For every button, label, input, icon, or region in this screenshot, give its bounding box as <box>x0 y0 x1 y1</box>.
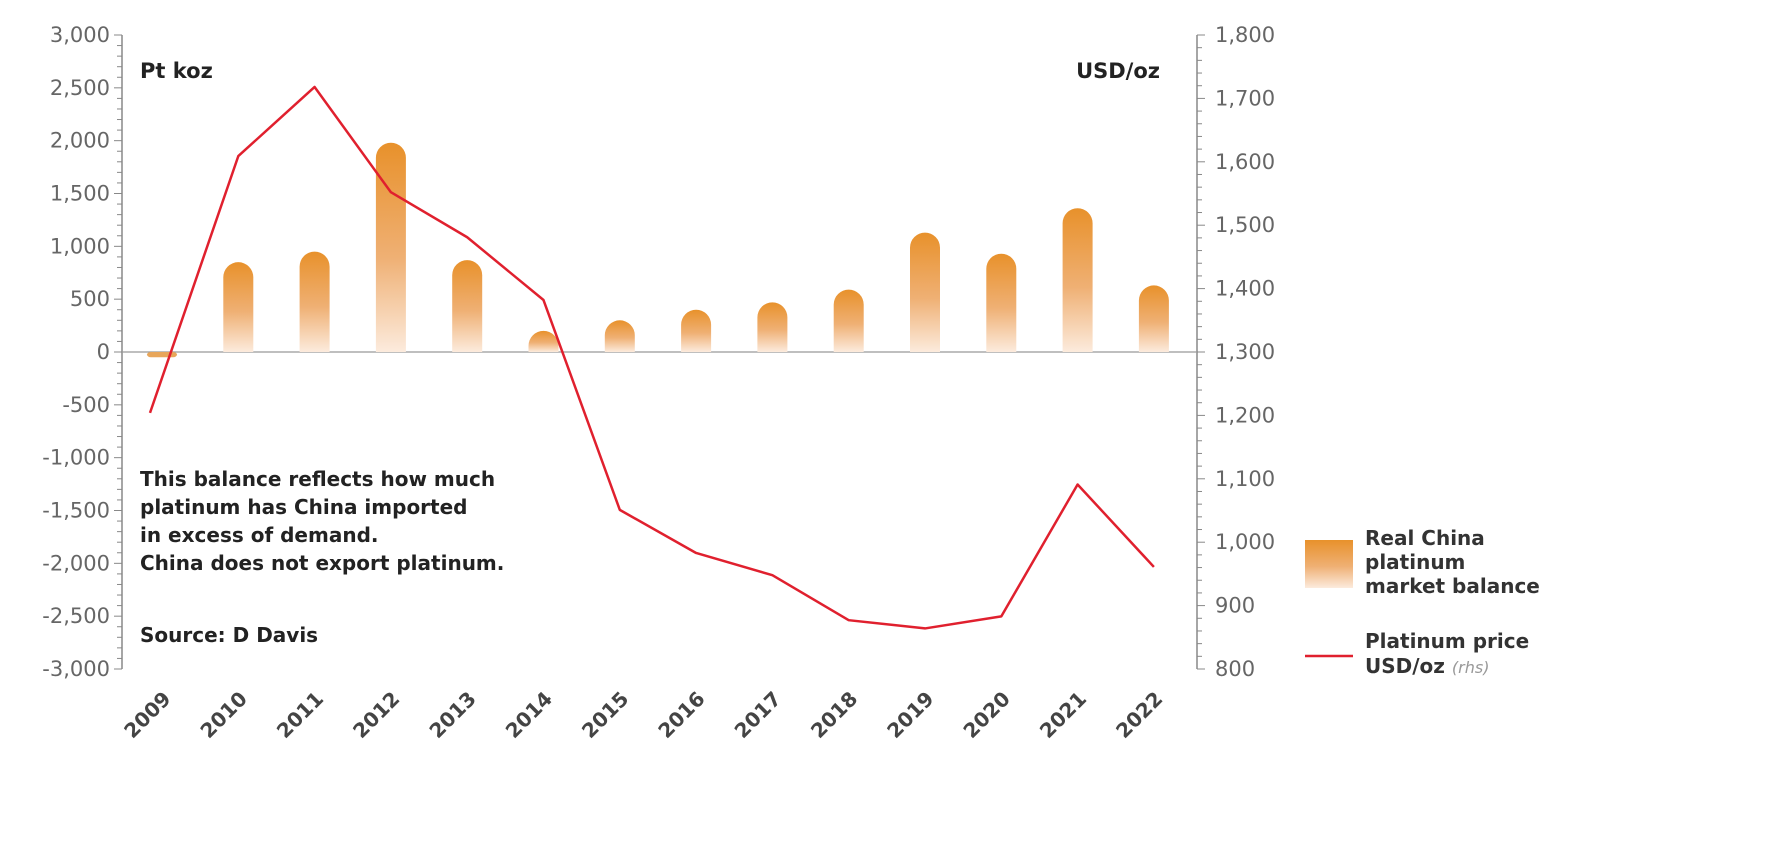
legend: Real China platinum market balance Plati… <box>1305 526 1540 678</box>
legend-bar-swatch <box>1305 540 1353 588</box>
left-tick-label: 2,500 <box>50 76 110 100</box>
legend-bar-label: Real China <box>1365 526 1485 550</box>
right-tick-label: 900 <box>1215 594 1255 618</box>
bar <box>604 320 635 352</box>
svg-text:USD/oz (rhs): USD/oz (rhs) <box>1365 654 1489 678</box>
bar <box>986 253 1017 352</box>
left-tick-label: 1,500 <box>50 182 110 206</box>
x-tick-label: 2021 <box>1035 687 1091 743</box>
bar <box>452 260 483 352</box>
bar <box>833 289 864 352</box>
x-tick-label: 2011 <box>272 687 328 743</box>
left-tick-label: -2,500 <box>42 604 110 628</box>
bar <box>299 251 330 352</box>
bar <box>910 232 940 352</box>
x-tick-label: 2019 <box>882 687 938 743</box>
right-tick-label: 1,000 <box>1215 530 1275 554</box>
left-tick-label: 1,000 <box>50 234 110 258</box>
annotation-line: This balance reflects how much <box>140 467 495 491</box>
right-tick-label: 1,600 <box>1215 150 1275 174</box>
x-tick-label: 2015 <box>577 687 633 743</box>
right-tick-label: 1,500 <box>1215 213 1275 237</box>
x-tick-label: 2013 <box>424 687 480 743</box>
bar <box>1062 208 1093 352</box>
right-tick-label: 1,700 <box>1215 86 1275 110</box>
right-tick-label: 1,200 <box>1215 403 1275 427</box>
x-tick-label: 2010 <box>195 687 251 743</box>
left-tick-label: -1,000 <box>42 446 110 470</box>
price-line <box>148 85 1155 630</box>
right-axis-label: USD/oz <box>1076 59 1160 83</box>
left-tick-label: 3,000 <box>50 23 110 47</box>
x-tick-label: 2012 <box>348 687 404 743</box>
legend-bar-label: market balance <box>1365 574 1540 598</box>
left-tick-label: -3,000 <box>42 657 110 681</box>
annotation-line: in excess of demand. <box>140 523 379 547</box>
annotation: This balance reflects how much platinum … <box>140 467 504 647</box>
bar <box>681 309 712 352</box>
legend-line-label: USD/oz <box>1365 654 1445 678</box>
left-tick-label: 500 <box>70 287 110 311</box>
left-tick-label: -2,000 <box>42 551 110 575</box>
legend-bar-label: platinum <box>1365 550 1465 574</box>
annotation-line: China does not export platinum. <box>140 551 504 575</box>
right-tick-label: 1,800 <box>1215 23 1275 47</box>
legend-rhs-note: (rhs) <box>1452 658 1490 677</box>
x-tick-label: 2020 <box>958 687 1014 743</box>
x-tick-label: 2017 <box>730 687 786 743</box>
right-tick-label: 800 <box>1215 657 1255 681</box>
legend-line-label: Platinum price <box>1365 629 1529 653</box>
right-tick-label: 1,300 <box>1215 340 1275 364</box>
bar <box>528 330 559 352</box>
left-tick-label: 2,000 <box>50 129 110 153</box>
source-note: Source: D Davis <box>140 623 318 647</box>
bar <box>757 302 788 352</box>
bar <box>147 352 177 358</box>
bar <box>1138 285 1169 352</box>
bar <box>223 262 254 352</box>
right-tick-label: 1,400 <box>1215 277 1275 301</box>
left-tick-label: 0 <box>97 340 110 364</box>
left-axis-label: Pt koz <box>140 59 213 83</box>
x-tick-label: 2018 <box>806 687 862 743</box>
annotation-line: platinum has China imported <box>140 495 468 519</box>
right-tick-label: 1,100 <box>1215 467 1275 491</box>
x-tick-label: 2009 <box>119 687 175 743</box>
bar <box>375 142 406 352</box>
left-tick-label: -500 <box>62 393 110 417</box>
left-tick-label: -1,500 <box>42 499 110 523</box>
x-tick-label: 2022 <box>1111 687 1167 743</box>
x-tick-label: 2016 <box>653 687 709 743</box>
x-tick-label: 2014 <box>501 687 557 743</box>
